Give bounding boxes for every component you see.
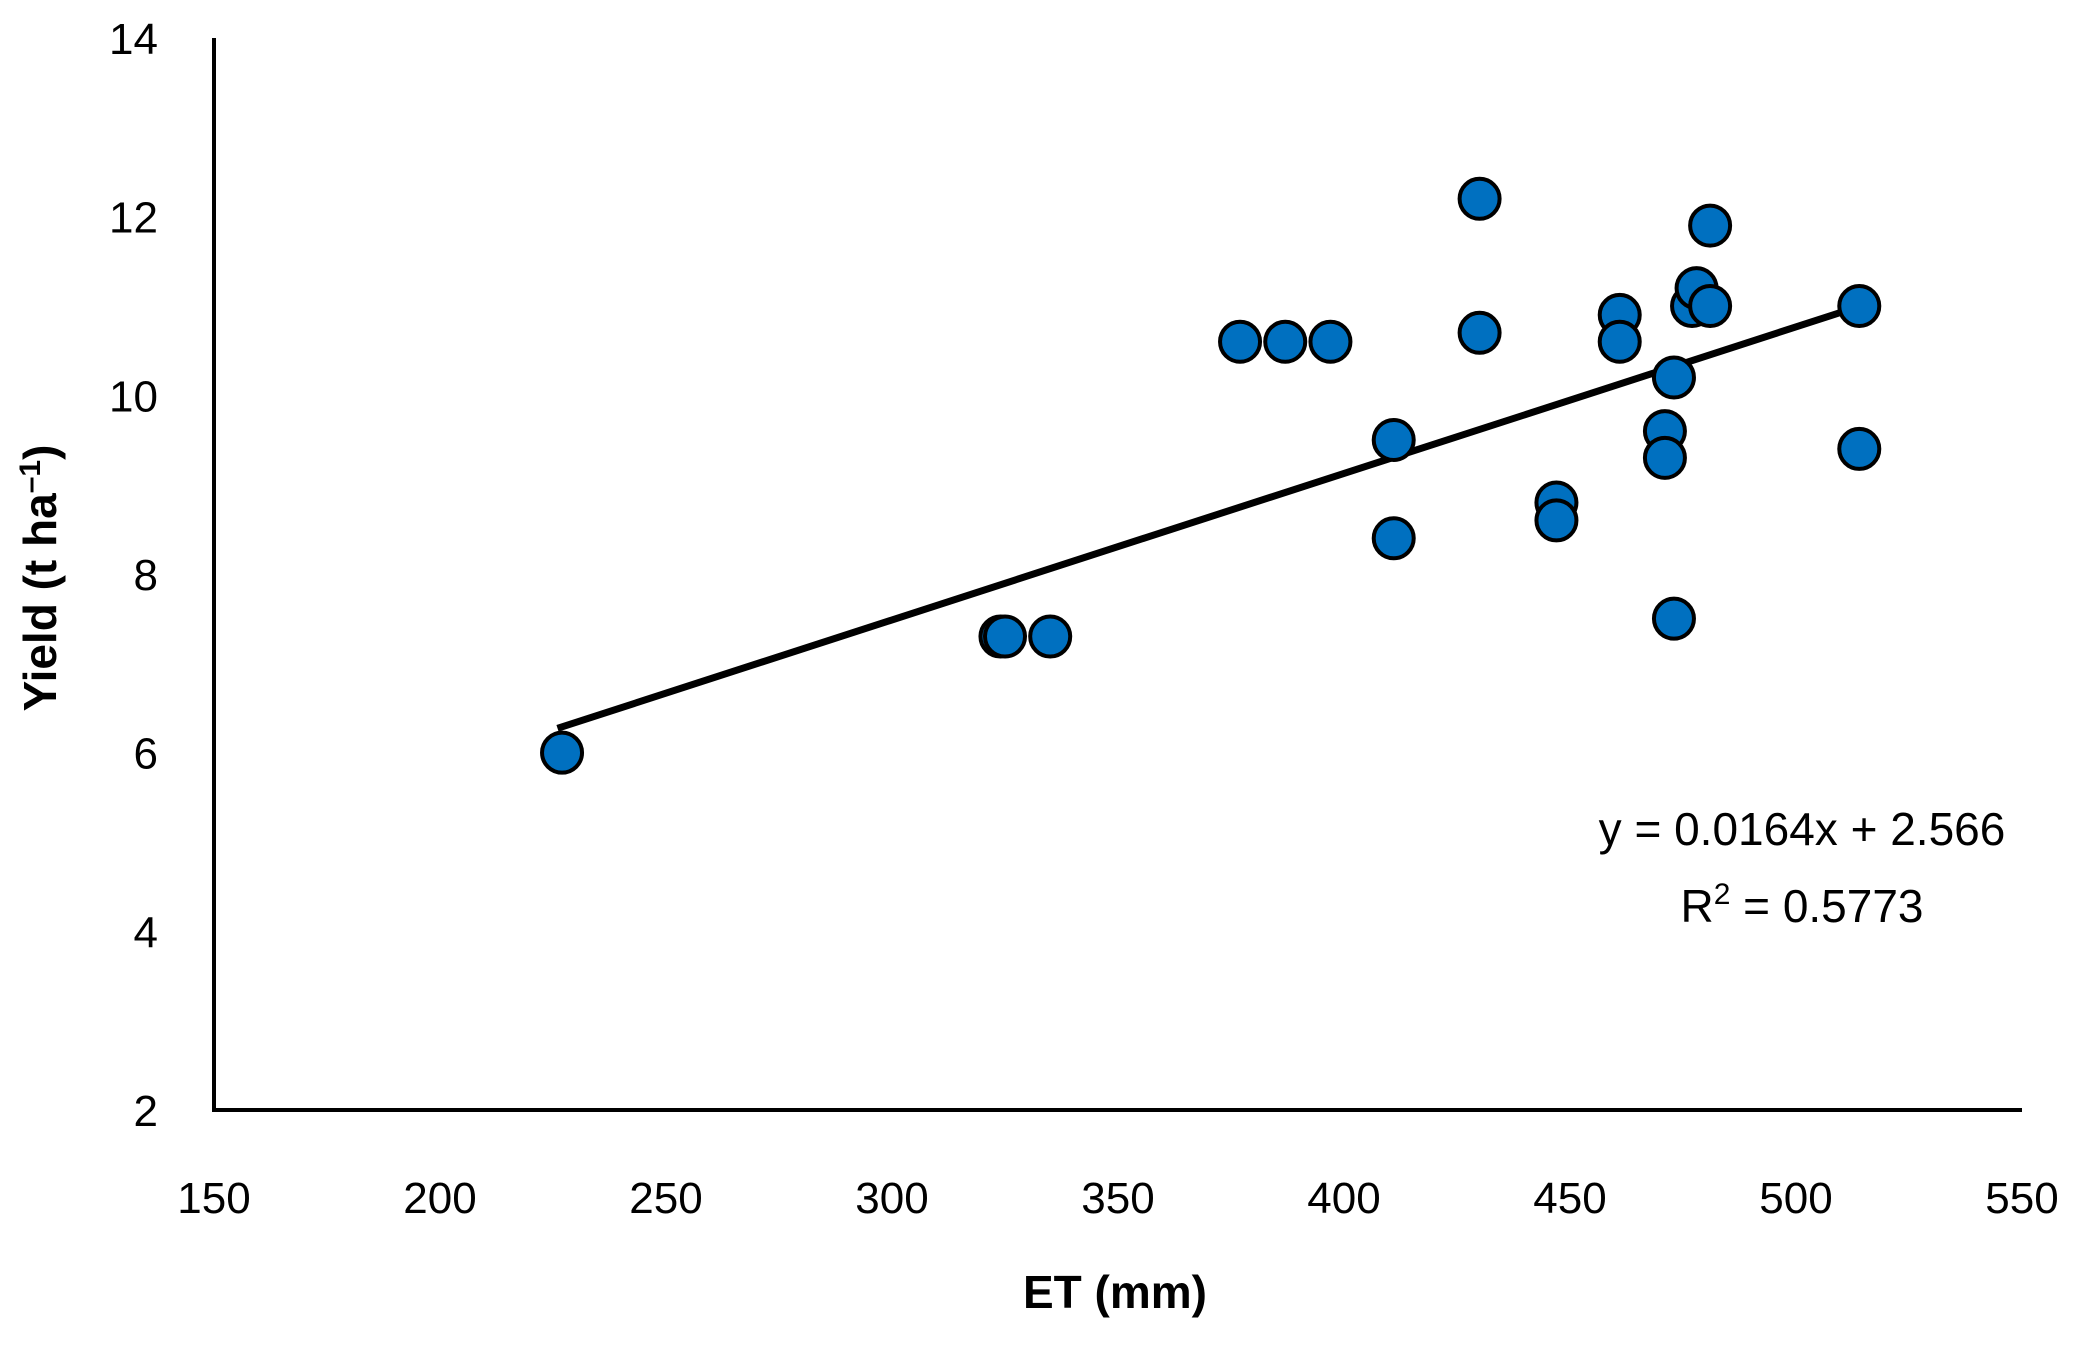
x-tick-label: 350 (1081, 1174, 1154, 1223)
y-axis-title-main: Yield (t ha (14, 493, 66, 712)
data-point (1642, 435, 1687, 480)
y-tick-label: 12 (109, 194, 158, 243)
data-point (1371, 516, 1416, 561)
x-tick-label: 300 (855, 1174, 928, 1223)
y-axis-title-sup: –1 (14, 460, 47, 493)
x-tick-labels: 150 200 250 300 350 400 450 500 550 (177, 1174, 2058, 1223)
y-tick-labels: 2 4 6 8 10 12 14 (109, 15, 158, 1136)
r2-sup: 2 (1714, 878, 1731, 911)
trendline-r-squared: R2 = 0.5773 (1680, 878, 1923, 932)
y-tick-label: 6 (134, 730, 158, 779)
data-point (983, 614, 1027, 659)
data-point (1837, 426, 1882, 471)
trendline-equation: y = 0.0164x + 2.566 (1599, 803, 2006, 855)
data-point (1651, 355, 1696, 400)
data-point (1837, 284, 1882, 328)
x-tick-label: 250 (629, 1174, 702, 1223)
data-point (1534, 498, 1579, 543)
y-tick-label: 8 (134, 551, 158, 600)
r2-value: = 0.5773 (1730, 880, 1923, 932)
data-point (1688, 284, 1733, 328)
data-point (1218, 319, 1263, 364)
y-axis-title: Yield (t ha–1) (14, 445, 66, 712)
data-point (540, 730, 585, 775)
x-axis-title: ET (mm) (1023, 1266, 1207, 1318)
data-point (1371, 418, 1416, 462)
x-tick-label: 200 (403, 1174, 476, 1223)
x-tick-label: 550 (1985, 1174, 2058, 1223)
y-tick-label: 14 (109, 15, 158, 64)
data-point (1651, 596, 1696, 641)
x-tick-label: 150 (177, 1174, 250, 1223)
r2-prefix: R (1680, 880, 1713, 932)
y-tick-label: 10 (109, 372, 158, 421)
x-tick-label: 400 (1307, 1174, 1380, 1223)
y-axis-title-close: ) (14, 445, 66, 460)
axes (212, 38, 2022, 1112)
data-point (1263, 319, 1308, 364)
data-point (1688, 203, 1733, 248)
data-point (1457, 310, 1502, 355)
x-tick-label: 450 (1533, 1174, 1606, 1223)
data-point (1308, 319, 1353, 364)
data-point (1597, 319, 1642, 364)
data-point (1457, 176, 1502, 221)
trendline (556, 303, 1861, 732)
data-point (1028, 614, 1073, 659)
x-tick-label: 500 (1759, 1174, 1832, 1223)
y-tick-label: 4 (134, 908, 158, 957)
y-tick-label: 2 (134, 1087, 158, 1136)
data-points (540, 176, 1882, 775)
